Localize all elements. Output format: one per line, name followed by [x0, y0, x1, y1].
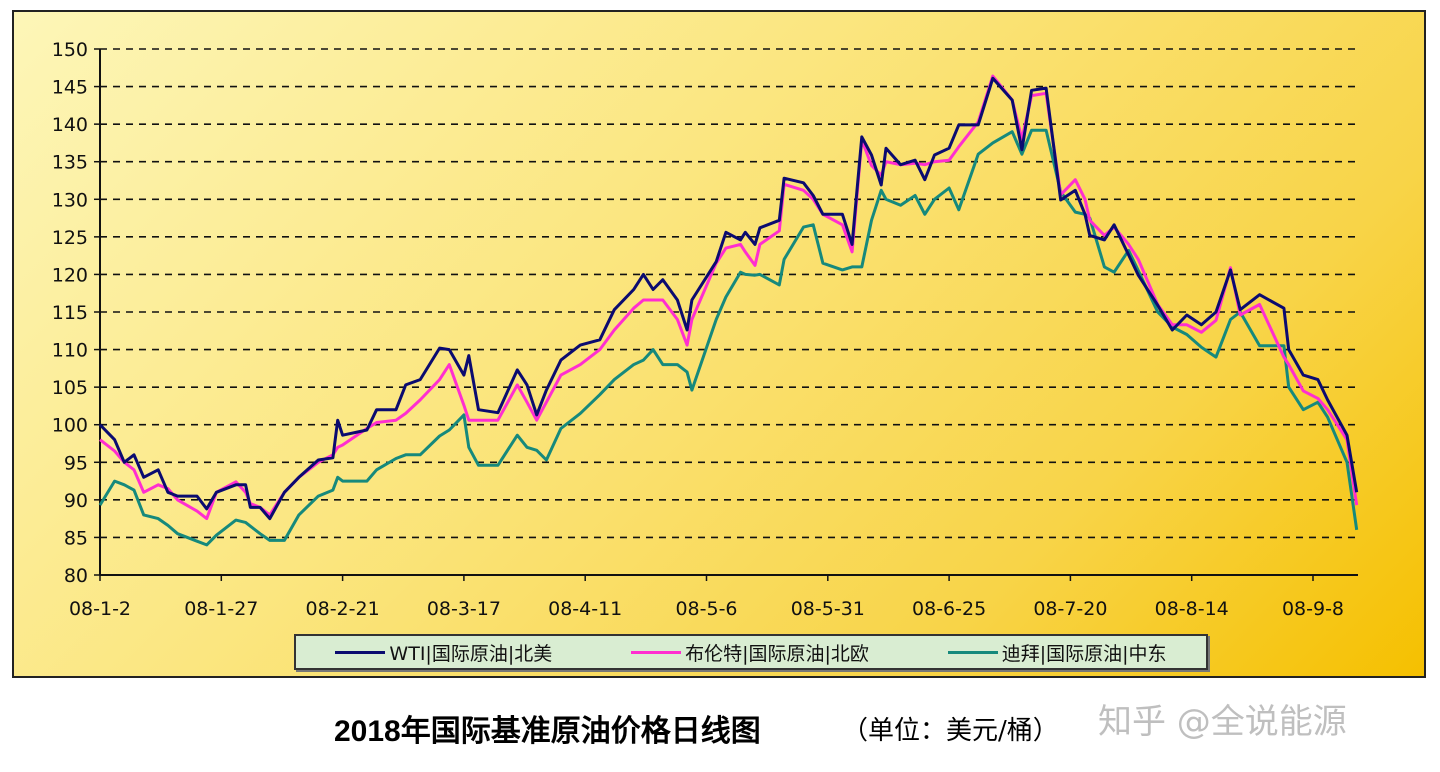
y-tick-label: 120 [52, 264, 88, 286]
legend-item-wti: WTI|国际原油|北美 [335, 639, 552, 666]
legend-swatch-wti [335, 650, 386, 654]
x-tick-label: 08-5-6 [675, 598, 737, 620]
chart-title: 2018年国际基准原油价格日线图 [334, 715, 761, 748]
x-tick-label: 08-3-17 [427, 598, 501, 620]
y-tick-label: 150 [52, 39, 88, 61]
series-line-brent [99, 74, 1359, 521]
x-tick-label: 08-2-21 [306, 598, 380, 620]
y-tick-label: 145 [52, 77, 88, 99]
y-tick-label: 135 [52, 152, 88, 174]
x-tick-label: 08-6-25 [912, 598, 986, 620]
x-tick-label: 08-7-20 [1033, 598, 1107, 620]
y-tick-label: 125 [52, 227, 88, 249]
legend-item-brent: 布伦特|国际原油|北欧 [631, 639, 869, 666]
y-tick-label: 130 [52, 189, 88, 211]
legend-item-dubai: 迪拜|国际原油|中东 [947, 639, 1167, 666]
watermark: 知乎 @全说能源 [1098, 702, 1347, 742]
x-tick-label: 08-5-31 [791, 598, 865, 620]
y-tick-label: 95 [64, 452, 88, 474]
x-tick-label: 08-4-11 [548, 598, 622, 620]
x-tick-label: 08-9-8 [1282, 598, 1344, 620]
y-tick-label: 105 [52, 377, 88, 399]
y-tick-label: 140 [52, 114, 88, 136]
legend-swatch-brent [631, 650, 682, 654]
legend-label-brent: 布伦特|国际原油|北欧 [685, 642, 869, 665]
y-tick-label: 80 [64, 565, 88, 587]
y-tick-label: 115 [52, 302, 88, 324]
series-line-dubai [98, 128, 1359, 547]
y-tick-label: 100 [52, 415, 88, 437]
series-line-wti [98, 76, 1359, 521]
x-tick-label: 08-8-14 [1155, 598, 1229, 620]
unit-note: （单位：美元/桶） [842, 716, 1059, 746]
y-tick-label: 110 [52, 340, 88, 362]
chart-frame [12, 10, 1426, 678]
y-tick-label: 85 [64, 527, 88, 549]
y-tick-label: 90 [64, 490, 88, 512]
x-tick-label: 08-1-27 [184, 598, 258, 620]
x-tick-label: 08-1-2 [69, 598, 131, 620]
legend: WTI|国际原油|北美 布伦特|国际原油|北欧 迪拜|国际原油|中东 [294, 634, 1208, 670]
legend-label-dubai: 迪拜|国际原油|中东 [1001, 642, 1167, 665]
legend-swatch-dubai [947, 650, 998, 654]
legend-label-wti: WTI|国际原油|北美 [389, 642, 553, 665]
